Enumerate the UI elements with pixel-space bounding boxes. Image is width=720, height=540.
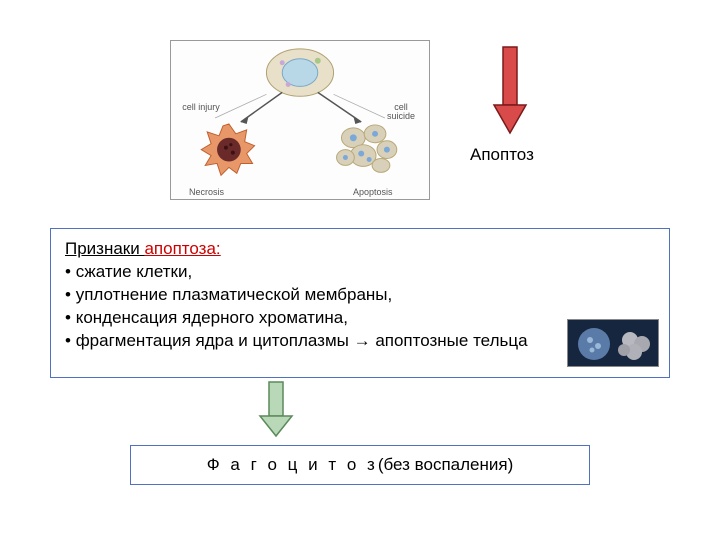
signs-title-red: апоптоза:	[144, 239, 220, 258]
signs-item-1: • уплотнение плазматической мембраны,	[65, 284, 655, 307]
red-down-arrow-icon	[490, 45, 530, 137]
apoptoz-label: Апоптоз	[470, 145, 534, 165]
signs-title-black: Признаки	[65, 239, 144, 258]
phago-spaced: Ф а г о ц и т о з	[207, 455, 378, 475]
signs-title: Признаки апоптоза:	[65, 239, 655, 259]
signs-item-0: • сжатие клетки,	[65, 261, 655, 284]
green-down-arrow-icon	[256, 380, 296, 440]
cell-diagram-panel: cell injury cell suicide Necrosis Apopto…	[170, 40, 430, 200]
apoptotic-bodies-thumb	[567, 319, 659, 367]
apoptosis-caption: Apoptosis	[353, 187, 393, 197]
cell-suicide-label: cell suicide	[379, 103, 423, 121]
signs-box: Признаки апоптоза: • сжатие клетки, • уп…	[50, 228, 670, 378]
phago-rest: (без воспаления)	[378, 455, 513, 475]
necrosis-caption: Necrosis	[189, 187, 224, 197]
top-region: cell injury cell suicide Necrosis Apopto…	[170, 40, 600, 220]
cell-injury-label: cell injury	[179, 103, 223, 112]
phagocytosis-box: Ф а г о ц и т о з (без воспаления)	[130, 445, 590, 485]
